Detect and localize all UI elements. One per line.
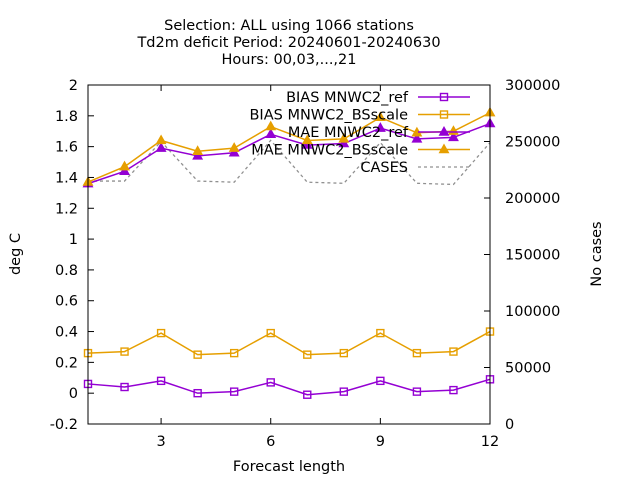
data-point <box>120 347 129 356</box>
legend-label: BIAS MNWC2_BSscale <box>249 108 408 124</box>
legend-item: BIAS MNWC2_ref <box>286 90 470 106</box>
data-point <box>228 142 240 152</box>
data-point <box>229 387 239 396</box>
data-point <box>193 350 202 359</box>
data-point <box>119 160 130 171</box>
x-tick-label: 6 <box>266 434 275 450</box>
data-point <box>376 376 385 386</box>
series-1 <box>83 327 495 359</box>
y-tick-label: 1 <box>69 232 78 248</box>
y2-tick-label: 100000 <box>505 304 560 320</box>
data-point <box>303 350 312 359</box>
y2-tick-label: 300000 <box>505 78 560 94</box>
x-axis-label: Forecast length <box>233 459 345 475</box>
data-point <box>412 348 422 358</box>
data-point <box>192 149 204 160</box>
legend-label: BIAS MNWC2_ref <box>286 90 409 106</box>
x-tick-label: 12 <box>481 434 499 450</box>
data-point <box>301 139 313 149</box>
data-point <box>339 387 349 396</box>
data-point <box>119 165 130 175</box>
series-0 <box>83 375 495 399</box>
data-point <box>339 348 349 358</box>
data-point <box>449 385 458 395</box>
data-point <box>266 328 275 338</box>
data-point <box>229 348 239 358</box>
data-point <box>374 111 386 122</box>
y-tick-label: 1.4 <box>55 170 78 186</box>
data-point <box>448 131 459 142</box>
data-point <box>192 145 204 155</box>
data-point <box>266 378 275 387</box>
data-point <box>449 347 458 356</box>
series-line <box>87 378 491 396</box>
y-tick-label: 0.8 <box>55 263 78 279</box>
y-tick-label: 1.8 <box>55 109 78 125</box>
data-point <box>120 382 129 392</box>
y2-tick-label: 250000 <box>505 135 560 151</box>
data-point <box>265 128 277 139</box>
y-tick-label: -0.2 <box>50 417 78 433</box>
data-point <box>155 142 167 152</box>
data-point <box>155 134 167 145</box>
data-point <box>228 146 240 157</box>
y2-tick-label: 150000 <box>505 248 560 264</box>
x-tick-label: 9 <box>376 434 385 450</box>
series-line <box>88 139 491 186</box>
title-line: Td2m deficit Period: 20240601-20240630 <box>136 35 440 51</box>
series-line <box>87 330 491 356</box>
y-tick-label: 0.4 <box>55 325 78 341</box>
series-4 <box>88 139 491 186</box>
legend-marker <box>438 143 450 154</box>
legend-marker <box>438 125 450 136</box>
data-point <box>193 388 202 398</box>
legend-label: MAE MNWC2_BSscale <box>251 143 408 159</box>
data-point <box>303 390 312 399</box>
y2-axis-label: No cases <box>589 221 605 286</box>
data-point <box>265 120 277 131</box>
data-point <box>376 328 385 338</box>
y2-tick-label: 50000 <box>505 361 551 377</box>
data-point <box>156 376 166 386</box>
axes: -0.2 0 0.2 0.4 0.6 0.8 1 1.2 1.4 1.6 1.8 2 0 50000 100… <box>50 78 561 450</box>
legend-item: CASES <box>360 160 470 176</box>
y-tick-label: 0 <box>69 386 78 402</box>
y-axis-label: deg C <box>8 233 24 275</box>
title-line: Hours: 00,03,...,21 <box>222 52 357 68</box>
legend-label: MAE MNWC2_ref <box>288 125 409 141</box>
series-2 <box>82 117 496 188</box>
legend-item: BIAS MNWC2_BSscale <box>249 108 470 124</box>
y2-tick-label: 0 <box>505 417 514 433</box>
legend-label: CASES <box>360 160 408 176</box>
title-line: Selection: ALL using 1066 stations <box>164 18 414 34</box>
data-point <box>411 132 423 143</box>
y-tick-label: 0.2 <box>55 355 78 371</box>
y-tick-label: 2 <box>69 78 78 94</box>
data-point <box>412 387 422 396</box>
legend-marker <box>439 110 449 119</box>
data-point <box>374 122 386 132</box>
data-point <box>301 134 313 145</box>
data-point <box>156 328 166 338</box>
data-point <box>338 137 350 148</box>
y-tick-label: 1.2 <box>55 201 78 217</box>
series-line <box>87 122 491 185</box>
legend-item: MAE MNWC2_BSscale <box>251 143 470 159</box>
legend-item: MAE MNWC2_ref <box>288 125 470 141</box>
x-tick-label: 3 <box>156 434 165 450</box>
legend-marker <box>439 92 449 102</box>
y-tick-label: 0.6 <box>55 294 78 310</box>
y-tick-label: 1.6 <box>55 140 78 156</box>
data-point <box>338 132 350 143</box>
y2-tick-label: 200000 <box>505 191 560 207</box>
